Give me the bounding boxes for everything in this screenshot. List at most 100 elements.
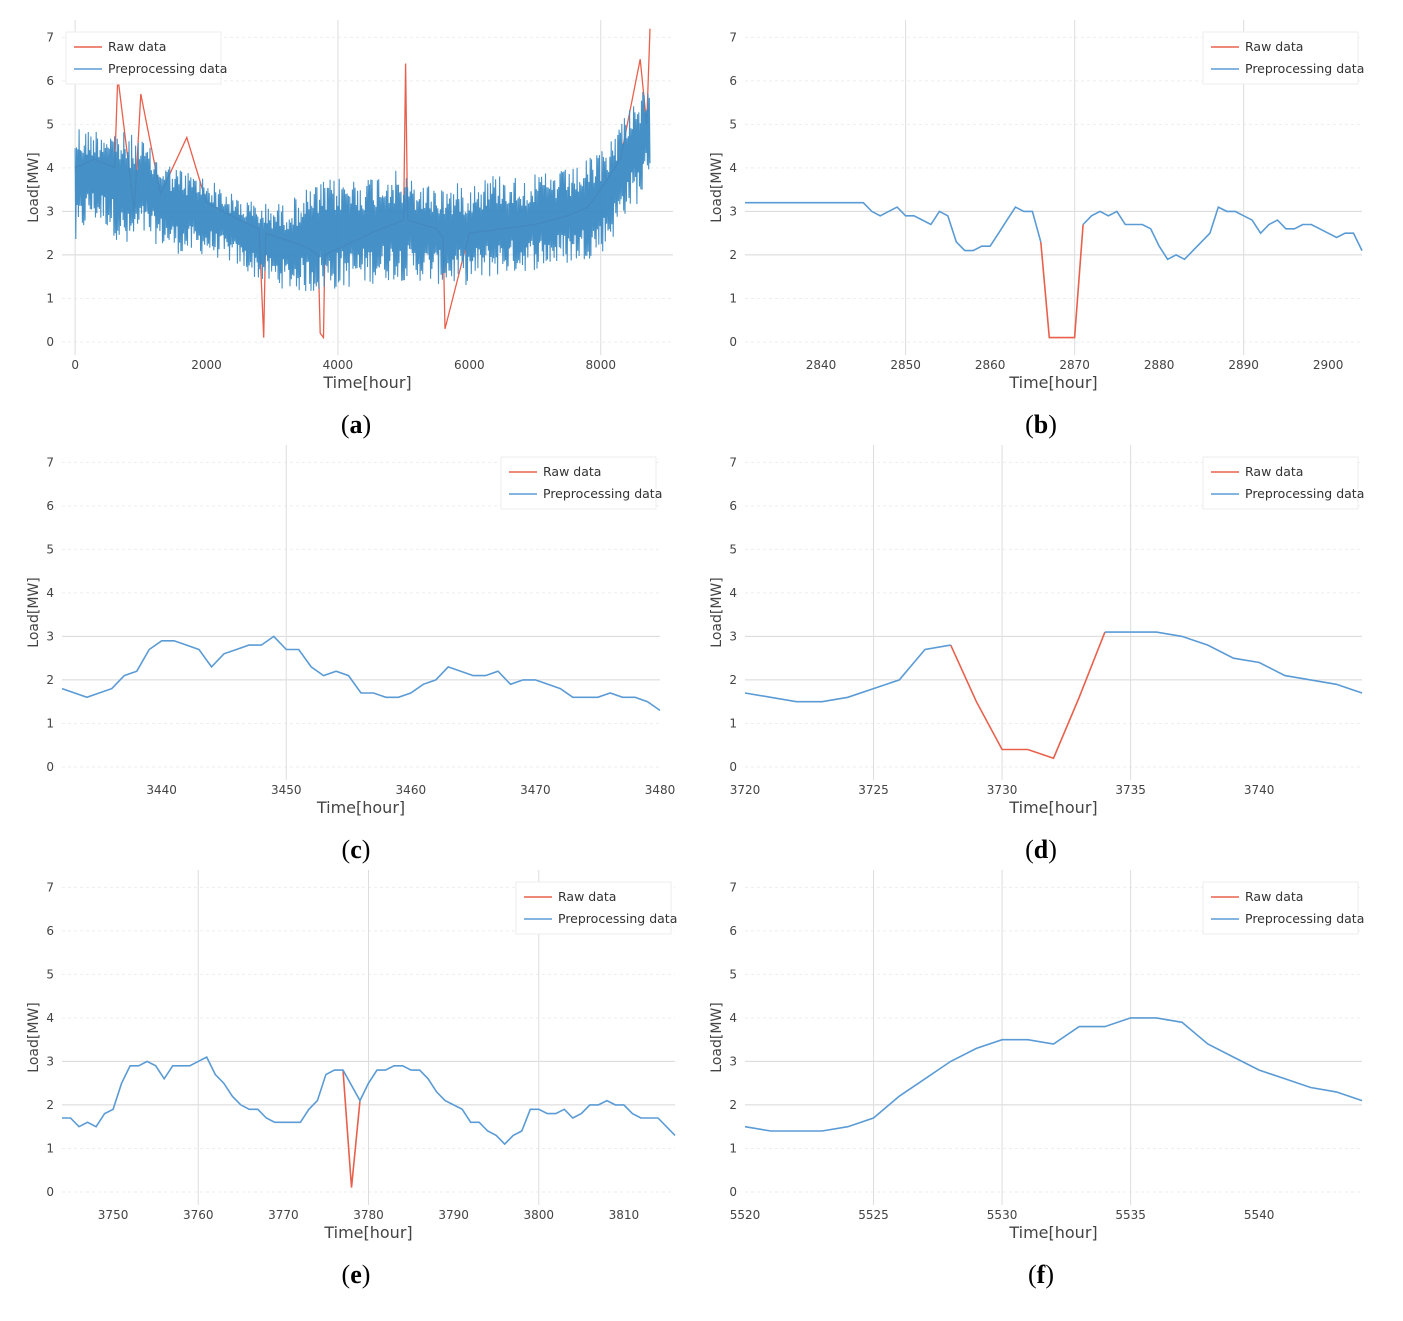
chart-panel-b: 0 1 2 3 4 5 6 7 2840 2850 2860 2870 2880 2890 2900 Time… xyxy=(709,20,1364,392)
x-axis-label: Time[hour] xyxy=(322,373,411,392)
chart-panel-f: 0 1 2 3 4 5 6 7 5520 5525 5530 5535 5540 Time[hour] Lo… xyxy=(709,870,1364,1242)
legend: Raw data Preprocessing data xyxy=(1202,31,1364,85)
y-tick-label: 5 xyxy=(729,967,737,981)
x-tick-label: 3460 xyxy=(396,783,427,797)
y-tick-label: 5 xyxy=(729,542,737,556)
x-tick-label: 3740 xyxy=(1244,783,1275,797)
y-tick-label: 6 xyxy=(46,74,54,88)
y-tick-label: 0 xyxy=(46,1185,54,1199)
y-tick-label: 7 xyxy=(729,455,737,469)
x-tick-label: 2880 xyxy=(1144,358,1175,372)
x-tick-label: 2900 xyxy=(1313,358,1344,372)
legend-label-preprocessing: Preprocessing data xyxy=(543,486,662,501)
x-tick-label: 2890 xyxy=(1228,358,1259,372)
y-tick-label: 2 xyxy=(729,673,737,687)
series-preprocessing-line xyxy=(1082,205,1363,261)
y-tick-label: 7 xyxy=(729,880,737,894)
x-axis-label: Time[hour] xyxy=(1008,373,1097,392)
x-axis-label: Time[hour] xyxy=(1008,798,1097,817)
x-axis-label: Time[hour] xyxy=(316,798,405,817)
y-tick-label: 1 xyxy=(729,1141,737,1155)
y-axis-label: Load[MW] xyxy=(26,577,42,647)
y-tick-label: 3 xyxy=(46,629,54,643)
legend-label-preprocessing: Preprocessing data xyxy=(558,911,677,926)
legend: Raw data Preprocessing data xyxy=(500,456,662,510)
legend-label-raw: Raw data xyxy=(1245,889,1303,904)
y-tick-label: 0 xyxy=(729,335,737,349)
series-raw-line xyxy=(1040,224,1084,339)
legend-box xyxy=(515,881,672,935)
y-tick-label: 5 xyxy=(46,542,54,556)
series-preprocessing-line xyxy=(744,644,951,703)
x-tick-label: 3440 xyxy=(146,783,177,797)
y-tick-label: 1 xyxy=(46,291,54,305)
series-preprocessing-line xyxy=(74,91,651,292)
y-tick-label: 7 xyxy=(46,455,54,469)
y-tick-label: 0 xyxy=(46,335,54,349)
y-tick-label: 7 xyxy=(46,880,54,894)
x-tick-label: 0 xyxy=(71,358,79,372)
x-tick-label: 2870 xyxy=(1059,358,1090,372)
y-axis-label: Load[MW] xyxy=(26,1002,42,1072)
y-tick-label: 2 xyxy=(46,1098,54,1112)
y-tick-label: 3 xyxy=(729,1054,737,1068)
legend-label-preprocessing: Preprocessing data xyxy=(1245,486,1364,501)
x-tick-label: 2840 xyxy=(806,358,837,372)
legend-box xyxy=(1202,456,1359,510)
y-axis-label: Load[MW] xyxy=(709,152,725,222)
x-tick-label: 8000 xyxy=(585,358,616,372)
x-axis-label: Time[hour] xyxy=(323,1223,412,1242)
y-tick-label: 1 xyxy=(729,291,737,305)
series-raw-line xyxy=(342,1070,361,1188)
x-tick-label: 5540 xyxy=(1244,1208,1275,1222)
y-tick-label: 6 xyxy=(729,499,737,513)
y-tick-label: 6 xyxy=(729,74,737,88)
y-tick-label: 0 xyxy=(729,1185,737,1199)
x-tick-label: 3720 xyxy=(730,783,761,797)
x-tick-label: 5520 xyxy=(730,1208,761,1222)
x-tick-label: 3790 xyxy=(438,1208,469,1222)
series-preprocessing-line xyxy=(744,1017,1363,1132)
x-tick-label: 3725 xyxy=(858,783,889,797)
series-preprocessing-line xyxy=(62,1056,676,1146)
y-tick-label: 5 xyxy=(46,117,54,131)
chart-panel-c: 0 1 2 3 4 5 6 7 3440 3450 3460 3470 3480 Time[hour] Lo… xyxy=(26,445,675,817)
x-tick-label: 3735 xyxy=(1115,783,1146,797)
x-tick-label: 2000 xyxy=(191,358,222,372)
x-tick-label: 3810 xyxy=(609,1208,640,1222)
y-tick-label: 4 xyxy=(46,1011,54,1025)
chart-panel-d: 0 1 2 3 4 5 6 7 3720 3725 3730 3735 3740 Time[hour] Lo… xyxy=(709,445,1364,817)
y-tick-label: 0 xyxy=(46,760,54,774)
legend-label-raw: Raw data xyxy=(543,464,601,479)
legend-label-preprocessing: Preprocessing data xyxy=(108,61,227,76)
y-tick-label: 2 xyxy=(729,248,737,262)
y-tick-label: 2 xyxy=(729,1098,737,1112)
y-tick-label: 1 xyxy=(46,716,54,730)
y-tick-label: 3 xyxy=(46,1054,54,1068)
y-tick-label: 3 xyxy=(46,204,54,218)
x-tick-label: 2850 xyxy=(890,358,921,372)
y-tick-label: 3 xyxy=(729,204,737,218)
legend: Raw data Preprocessing data xyxy=(1202,881,1364,935)
x-tick-label: 3730 xyxy=(987,783,1018,797)
y-tick-label: 2 xyxy=(46,673,54,687)
y-tick-label: 4 xyxy=(729,586,737,600)
caption-f: (f) xyxy=(1027,1260,1054,1289)
y-tick-label: 1 xyxy=(729,716,737,730)
y-tick-label: 6 xyxy=(46,924,54,938)
caption-d: (d) xyxy=(1025,835,1057,864)
x-tick-label: 5535 xyxy=(1115,1208,1146,1222)
y-tick-label: 7 xyxy=(46,30,54,44)
y-axis-label: Load[MW] xyxy=(709,577,725,647)
y-tick-label: 2 xyxy=(46,248,54,262)
chart-panel-e: 0 1 2 3 4 5 6 7 3750 3760 3770 3780 3790 3800 3810 Time… xyxy=(26,870,677,1242)
legend-label-preprocessing: Preprocessing data xyxy=(1245,911,1364,926)
x-axis-label: Time[hour] xyxy=(1008,1223,1097,1242)
x-tick-label: 3450 xyxy=(271,783,302,797)
legend-label-raw: Raw data xyxy=(1245,464,1303,479)
legend-box xyxy=(500,456,657,510)
y-tick-label: 4 xyxy=(46,161,54,175)
x-tick-label: 5530 xyxy=(987,1208,1018,1222)
legend-label-raw: Raw data xyxy=(108,39,166,54)
x-tick-label: 6000 xyxy=(454,358,485,372)
